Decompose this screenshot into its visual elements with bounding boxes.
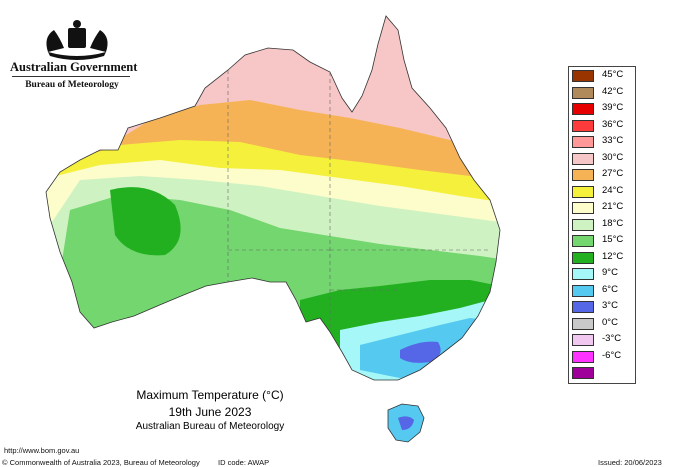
legend-label: 42°C: [602, 85, 624, 97]
legend-swatch: [572, 218, 594, 231]
legend-label: 0°C: [602, 316, 618, 328]
legend-label: 12°C: [602, 250, 624, 262]
legend-swatch: [572, 367, 594, 379]
legend-label: 3°C: [602, 300, 618, 311]
legend-label: 18°C: [602, 217, 624, 229]
legend-swatch: [572, 70, 594, 82]
legend-label: 15°C: [602, 234, 624, 245]
legend-swatch: [572, 103, 594, 115]
australia-coastline: [45, 15, 501, 381]
legend-swatch: [572, 86, 594, 99]
coat-of-arms-logo: [46, 20, 108, 60]
government-title: Australian Government: [10, 60, 138, 74]
legend-label: 9°C: [602, 267, 618, 278]
map-title: Maximum Temperature (°C): [136, 388, 284, 402]
legend-label: 21°C: [602, 201, 624, 212]
legend-label: 27°C: [602, 168, 624, 179]
header-divider: [12, 76, 130, 77]
legend-label: 24°C: [602, 184, 624, 196]
legend-swatch: [572, 119, 594, 132]
legend-swatch: [572, 350, 594, 363]
legend-swatch: [572, 235, 594, 247]
legend-label: 30°C: [602, 151, 624, 163]
map-date: 19th June 2023: [168, 405, 252, 419]
legend-swatch: [572, 268, 594, 280]
footer-id-code: ID code: AWAP: [218, 458, 270, 467]
legend-swatch: [572, 152, 594, 165]
legend-swatch: [572, 317, 594, 330]
legend-label: 33°C: [602, 135, 624, 146]
footer-issued: Issued: 20/06/2023: [598, 458, 662, 467]
legend-label: 6°C: [602, 283, 618, 295]
legend-label: 39°C: [602, 102, 624, 113]
legend-swatch: [572, 169, 594, 181]
legend-swatch: [572, 301, 594, 313]
legend-label: -3°C: [602, 333, 622, 344]
legend-swatch: [572, 136, 594, 148]
state-borders: [227, 70, 490, 332]
legend-swatch: [572, 251, 594, 264]
legend-swatch: [572, 185, 594, 198]
legend-swatch: [572, 334, 594, 346]
tasmania: [387, 403, 425, 443]
temperature-map: [45, 15, 501, 443]
legend-label: 45°C: [602, 69, 624, 80]
legend-label: 36°C: [602, 118, 624, 130]
bureau-title: Bureau of Meteorology: [25, 80, 119, 90]
footer-copyright: © Commonwealth of Australia 2023, Bureau…: [2, 458, 200, 467]
map-organisation: Australian Bureau of Meteorology: [135, 421, 285, 432]
footer-url[interactable]: http://www.bom.gov.au: [4, 446, 80, 455]
legend-swatch: [572, 202, 594, 214]
temperature-legend: 45°C 42°C 39°C 36°C 33°C 30°C 27°C 24°C 21°C 18°C…: [568, 66, 636, 384]
legend-label: -6°C: [602, 349, 622, 361]
legend-swatch: [572, 284, 594, 297]
